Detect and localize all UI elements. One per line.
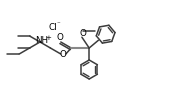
Text: Cl: Cl [49, 23, 57, 32]
Text: ⁻: ⁻ [57, 21, 60, 28]
Text: O: O [79, 29, 86, 38]
Text: NH: NH [35, 36, 49, 45]
Text: O: O [56, 33, 63, 42]
Text: +: + [46, 35, 51, 40]
Text: O: O [60, 50, 67, 59]
